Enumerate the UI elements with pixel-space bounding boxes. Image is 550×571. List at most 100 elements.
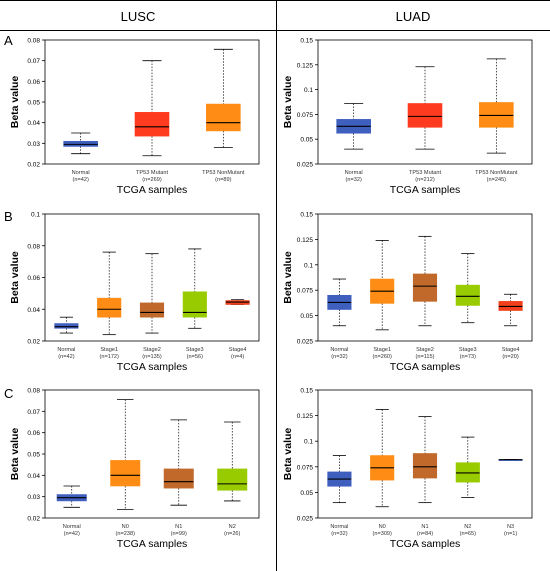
box-group-n0: N0(n=309) <box>370 409 395 537</box>
sample-count-label: (n=32) <box>331 354 347 360</box>
y-tick-label: 0.07 <box>27 58 40 65</box>
x-axis-label: TCGA samples <box>117 184 188 196</box>
y-axis-label: Beta value <box>9 76 21 129</box>
chart-b-lusc: 0.02 0.04 0.06 0.08 0.1 Beta value TCGA sample… <box>9 212 260 373</box>
box <box>139 302 165 318</box>
sample-count-label: (n=42) <box>58 354 74 360</box>
y-tick-label: 0.03 <box>27 494 40 501</box>
box-group-stage1: Stage1(n=260) <box>370 240 395 360</box>
charts-group: 0.02 0.03 0.04 0.05 0.06 0.07 0.08 Beta value TC… <box>9 38 533 550</box>
y-tick-label: 0.04 <box>27 120 40 127</box>
box-group-normal: Normal(n=42) <box>54 316 79 360</box>
sample-count-label: (n=245) <box>487 177 507 183</box>
y-tick-label: 0.075 <box>297 464 314 471</box>
y-axis-label: Beta value <box>282 76 294 129</box>
category-label: N2 <box>229 524 236 530</box>
box <box>206 103 241 132</box>
sample-count-label: (n=309) <box>372 531 392 537</box>
sample-count-label: (n=56) <box>187 354 203 360</box>
y-tick-label: 0.05 <box>300 490 313 497</box>
y-axis-label: Beta value <box>9 428 21 481</box>
sample-count-label: (n=260) <box>372 354 392 360</box>
y-tick-label: 0.06 <box>27 79 40 86</box>
y-tick-label: 0.04 <box>27 473 40 480</box>
box <box>97 297 122 318</box>
category-label: N0 <box>379 524 386 530</box>
category-label: Normal <box>330 347 348 353</box>
y-tick-label: 0.125 <box>297 413 314 420</box>
y-tick-label: 0.15 <box>300 388 313 395</box>
box <box>134 112 170 137</box>
box-group-tp53-nonmutant: TP53 NonMutant(n=245) <box>475 58 518 183</box>
panel-letter-c: C <box>4 386 13 401</box>
sample-count-label: (n=1) <box>504 531 517 537</box>
box-group-n2: N2(n=65) <box>455 436 480 537</box>
x-axis-label: TCGA samples <box>390 538 461 550</box>
sample-count-label: (n=26) <box>224 531 240 537</box>
y-tick-label: 0.06 <box>27 430 40 437</box>
y-tick-label: 0.125 <box>297 62 314 69</box>
sample-count-label: (n=65) <box>460 531 476 537</box>
y-tick-label: 0.15 <box>300 212 313 219</box>
box <box>412 273 438 302</box>
panel-letter-a: A <box>4 33 13 48</box>
box-group-stage2: Stage2(n=115) <box>412 235 438 360</box>
header-luad: LUAD <box>396 9 431 24</box>
box <box>217 468 248 491</box>
sample-count-label: (n=32) <box>331 531 347 537</box>
chart-c-luad: 0.025 0.05 0.075 0.1 0.125 0.15 Beta value TCGA… <box>282 388 533 550</box>
y-tick-label: 0.08 <box>27 38 40 45</box>
box <box>110 460 141 487</box>
y-tick-label: 0.125 <box>297 237 314 244</box>
category-label: Normal <box>57 347 75 353</box>
category-label: Stage4 <box>229 347 247 353</box>
y-tick-label: 0.025 <box>297 339 314 346</box>
category-label: TP53 Mutant <box>136 170 168 176</box>
y-tick-label: 0.08 <box>27 388 40 395</box>
category-label: TP53 NonMutant <box>202 170 245 176</box>
box-group-tp53-mutant: TP53 Mutant(n=269) <box>134 60 170 183</box>
y-tick-label: 0.1 <box>304 439 313 446</box>
category-label: Normal <box>72 170 90 176</box>
y-tick-label: 0.1 <box>304 262 313 269</box>
x-axis-label: TCGA samples <box>390 361 461 373</box>
category-label: N1 <box>421 524 428 530</box>
chart-b-luad: 0.025 0.05 0.075 0.1 0.125 0.15 Beta value TCGA… <box>282 212 533 373</box>
sample-count-label: (n=32) <box>346 177 362 183</box>
y-tick-label: 0.08 <box>27 243 40 250</box>
y-tick-label: 0.05 <box>27 452 40 459</box>
category-label: Stage1 <box>100 347 118 353</box>
sample-count-label: (n=42) <box>73 177 89 183</box>
category-label: N0 <box>122 524 129 530</box>
box-group-normal: Normal(n=42) <box>56 485 87 537</box>
y-tick-label: 0.02 <box>27 162 40 169</box>
category-label: Normal <box>63 524 81 530</box>
y-tick-label: 0.03 <box>27 141 40 148</box>
category-label: TP53 NonMutant <box>475 170 518 176</box>
y-axis-label: Beta value <box>282 251 294 304</box>
x-axis-label: TCGA samples <box>117 538 188 550</box>
box-group-n0: N0(n=238) <box>110 399 141 537</box>
category-label: N1 <box>175 524 182 530</box>
box-group-n1: N1(n=84) <box>412 416 438 537</box>
y-tick-label: 0.05 <box>27 100 40 107</box>
category-label: Normal <box>330 524 348 530</box>
y-tick-label: 0.06 <box>27 275 40 282</box>
box-group-tp53-nonmutant: TP53 NonMutant(n=89) <box>202 48 245 183</box>
y-axis-label: Beta value <box>9 251 21 304</box>
sample-count-label: (n=172) <box>99 354 119 360</box>
box <box>407 103 443 128</box>
y-tick-label: 0.02 <box>27 339 40 346</box>
sample-count-label: (n=84) <box>417 531 433 537</box>
category-label: N3 <box>507 524 514 530</box>
sample-count-label: (n=73) <box>460 354 476 360</box>
box-group-stage4: Stage4(n=20) <box>498 293 523 360</box>
y-tick-label: 0.025 <box>297 516 314 523</box>
y-tick-label: 0.1 <box>304 87 313 94</box>
box-group-stage2: Stage2(n=135) <box>139 253 165 360</box>
sample-count-label: (n=99) <box>171 531 187 537</box>
y-tick-label: 0.075 <box>297 288 314 295</box>
box-group-stage4: Stage4(n=4) <box>225 299 250 360</box>
category-label: Normal <box>345 170 363 176</box>
